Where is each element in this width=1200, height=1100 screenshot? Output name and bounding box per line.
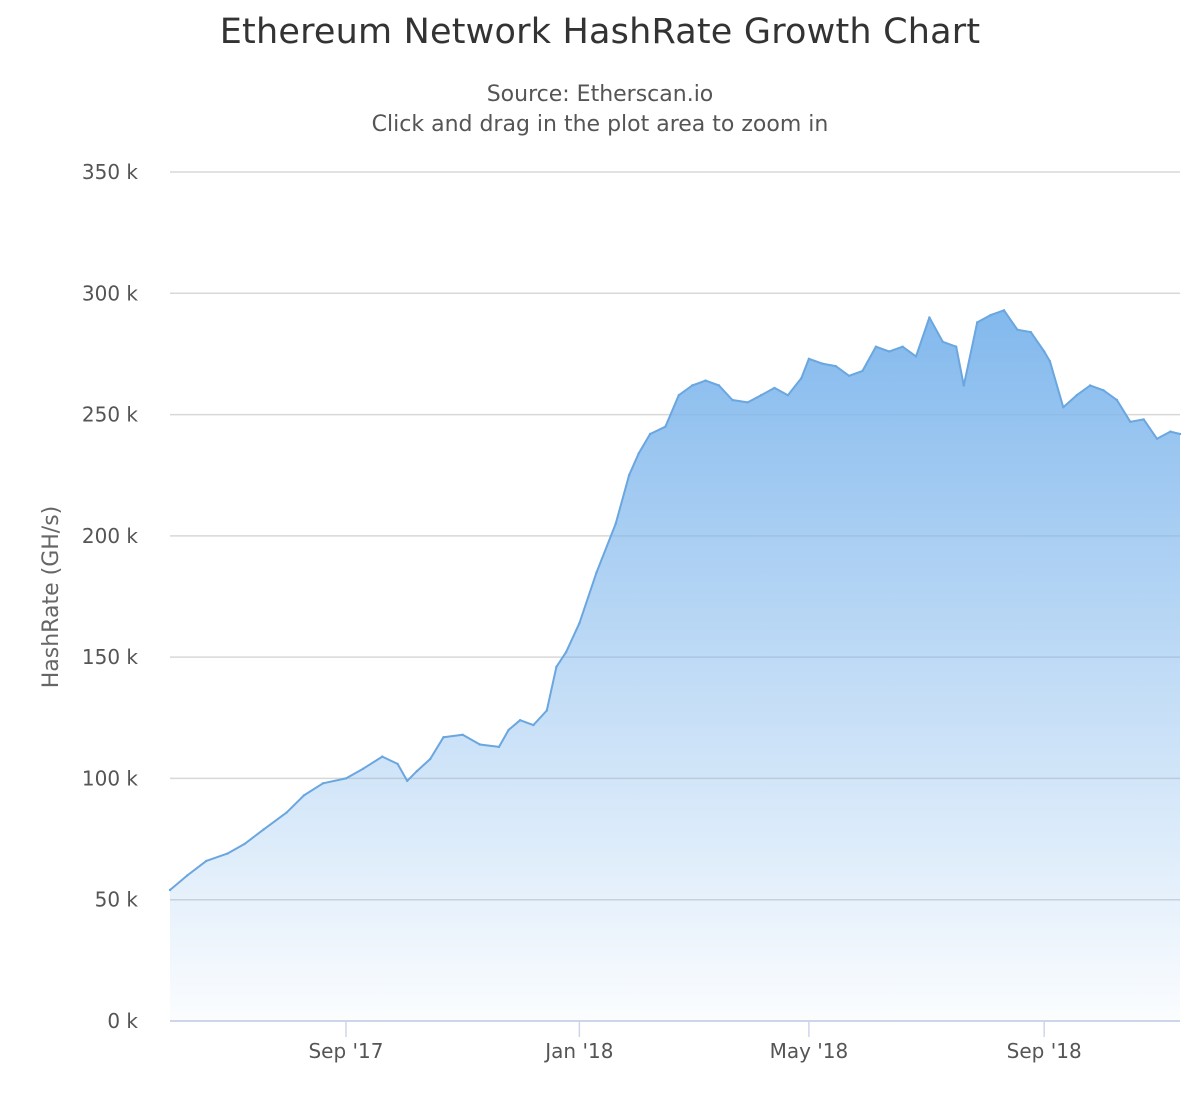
data-point — [564, 651, 568, 654]
data-point — [1129, 420, 1132, 423]
data-point — [901, 345, 904, 348]
data-point — [518, 719, 522, 722]
x-tick-label: Jan '18 — [543, 1039, 613, 1063]
data-point — [664, 425, 667, 428]
data-point — [285, 811, 288, 814]
data-point — [344, 777, 348, 780]
data-point — [1088, 384, 1092, 387]
data-point — [186, 874, 189, 877]
data-point — [1048, 360, 1052, 363]
data-point — [800, 377, 803, 380]
data-point — [545, 709, 548, 712]
data-point — [847, 374, 851, 377]
y-axis: 0 k 50 k 100 k 150 k 200 k 250 k 300 k 350 k — [82, 160, 139, 1033]
data-point — [507, 728, 510, 732]
data-point — [1155, 437, 1159, 440]
data-point — [821, 362, 824, 365]
data-point — [834, 364, 837, 368]
data-point — [1062, 406, 1065, 409]
data-point — [759, 394, 763, 397]
data-point — [746, 401, 749, 404]
data-point — [1115, 398, 1119, 402]
data-point — [226, 852, 229, 855]
data-point — [1169, 430, 1172, 433]
data-point — [962, 384, 965, 387]
y-axis-title: HashRate (GH/s) — [39, 506, 64, 689]
data-point — [989, 313, 992, 317]
series-area — [168, 309, 1182, 1021]
y-tick-label: 100 k — [82, 766, 139, 790]
data-point — [595, 571, 598, 574]
data-point — [691, 384, 694, 387]
data-point — [461, 733, 464, 736]
data-point — [362, 767, 365, 770]
data-point — [704, 379, 707, 382]
data-point — [976, 321, 979, 324]
data-point — [415, 770, 418, 773]
data-point — [396, 762, 399, 766]
x-tick-label: May '18 — [770, 1039, 849, 1063]
data-point — [773, 386, 776, 390]
data-point — [321, 782, 325, 785]
data-point — [1102, 389, 1105, 392]
data-point — [941, 340, 944, 343]
data-point — [614, 522, 617, 525]
data-point — [717, 384, 721, 387]
y-tick-label: 50 k — [95, 888, 139, 912]
data-point — [302, 794, 306, 797]
data-point — [381, 755, 384, 758]
data-point — [928, 316, 931, 319]
data-point — [1075, 394, 1078, 397]
data-point — [648, 432, 652, 436]
x-axis: Sep '17 Jan '18 May '18 Sep '18 — [170, 1020, 1180, 1063]
data-point — [478, 743, 482, 746]
data-point — [168, 888, 172, 892]
data-point — [1142, 418, 1145, 421]
data-point — [807, 357, 811, 360]
data-point — [955, 345, 958, 348]
y-tick-label: 350 k — [82, 160, 139, 184]
data-point — [731, 398, 734, 402]
chart-title: Ethereum Network HashRate Growth Chart — [219, 12, 981, 52]
data-point — [1178, 432, 1182, 436]
data-point — [874, 345, 878, 348]
x-tick-label: Sep '17 — [308, 1039, 383, 1063]
data-point — [861, 369, 864, 373]
data-point — [677, 394, 680, 397]
series-area-fill — [170, 310, 1180, 1021]
data-point — [243, 842, 246, 846]
data-point — [1043, 350, 1046, 353]
data-point — [442, 736, 445, 739]
data-point — [786, 394, 790, 397]
y-tick-label: 200 k — [82, 524, 139, 548]
y-tick-label: 250 k — [82, 403, 139, 427]
y-tick-label: 0 k — [107, 1009, 138, 1033]
data-point — [262, 828, 265, 831]
data-point — [1016, 328, 1019, 331]
chart-subtitle-source: Source: Etherscan.io — [486, 82, 714, 107]
y-tick-label: 150 k — [82, 645, 139, 669]
data-point — [578, 622, 581, 625]
data-point — [406, 779, 409, 783]
data-point — [888, 350, 891, 353]
y-tick-label: 300 k — [82, 281, 139, 305]
data-point — [532, 723, 535, 727]
data-point — [1002, 309, 1006, 312]
x-tick-label: Sep '18 — [1007, 1039, 1082, 1063]
chart-subtitle-zoom-hint: Click and drag in the plot area to zoom … — [371, 112, 829, 137]
data-point — [627, 474, 631, 477]
data-point — [555, 665, 558, 668]
data-point — [637, 452, 640, 455]
data-point — [429, 757, 432, 761]
data-point — [205, 859, 208, 863]
data-point — [497, 745, 501, 749]
data-point — [1029, 330, 1033, 334]
data-point — [914, 355, 918, 358]
